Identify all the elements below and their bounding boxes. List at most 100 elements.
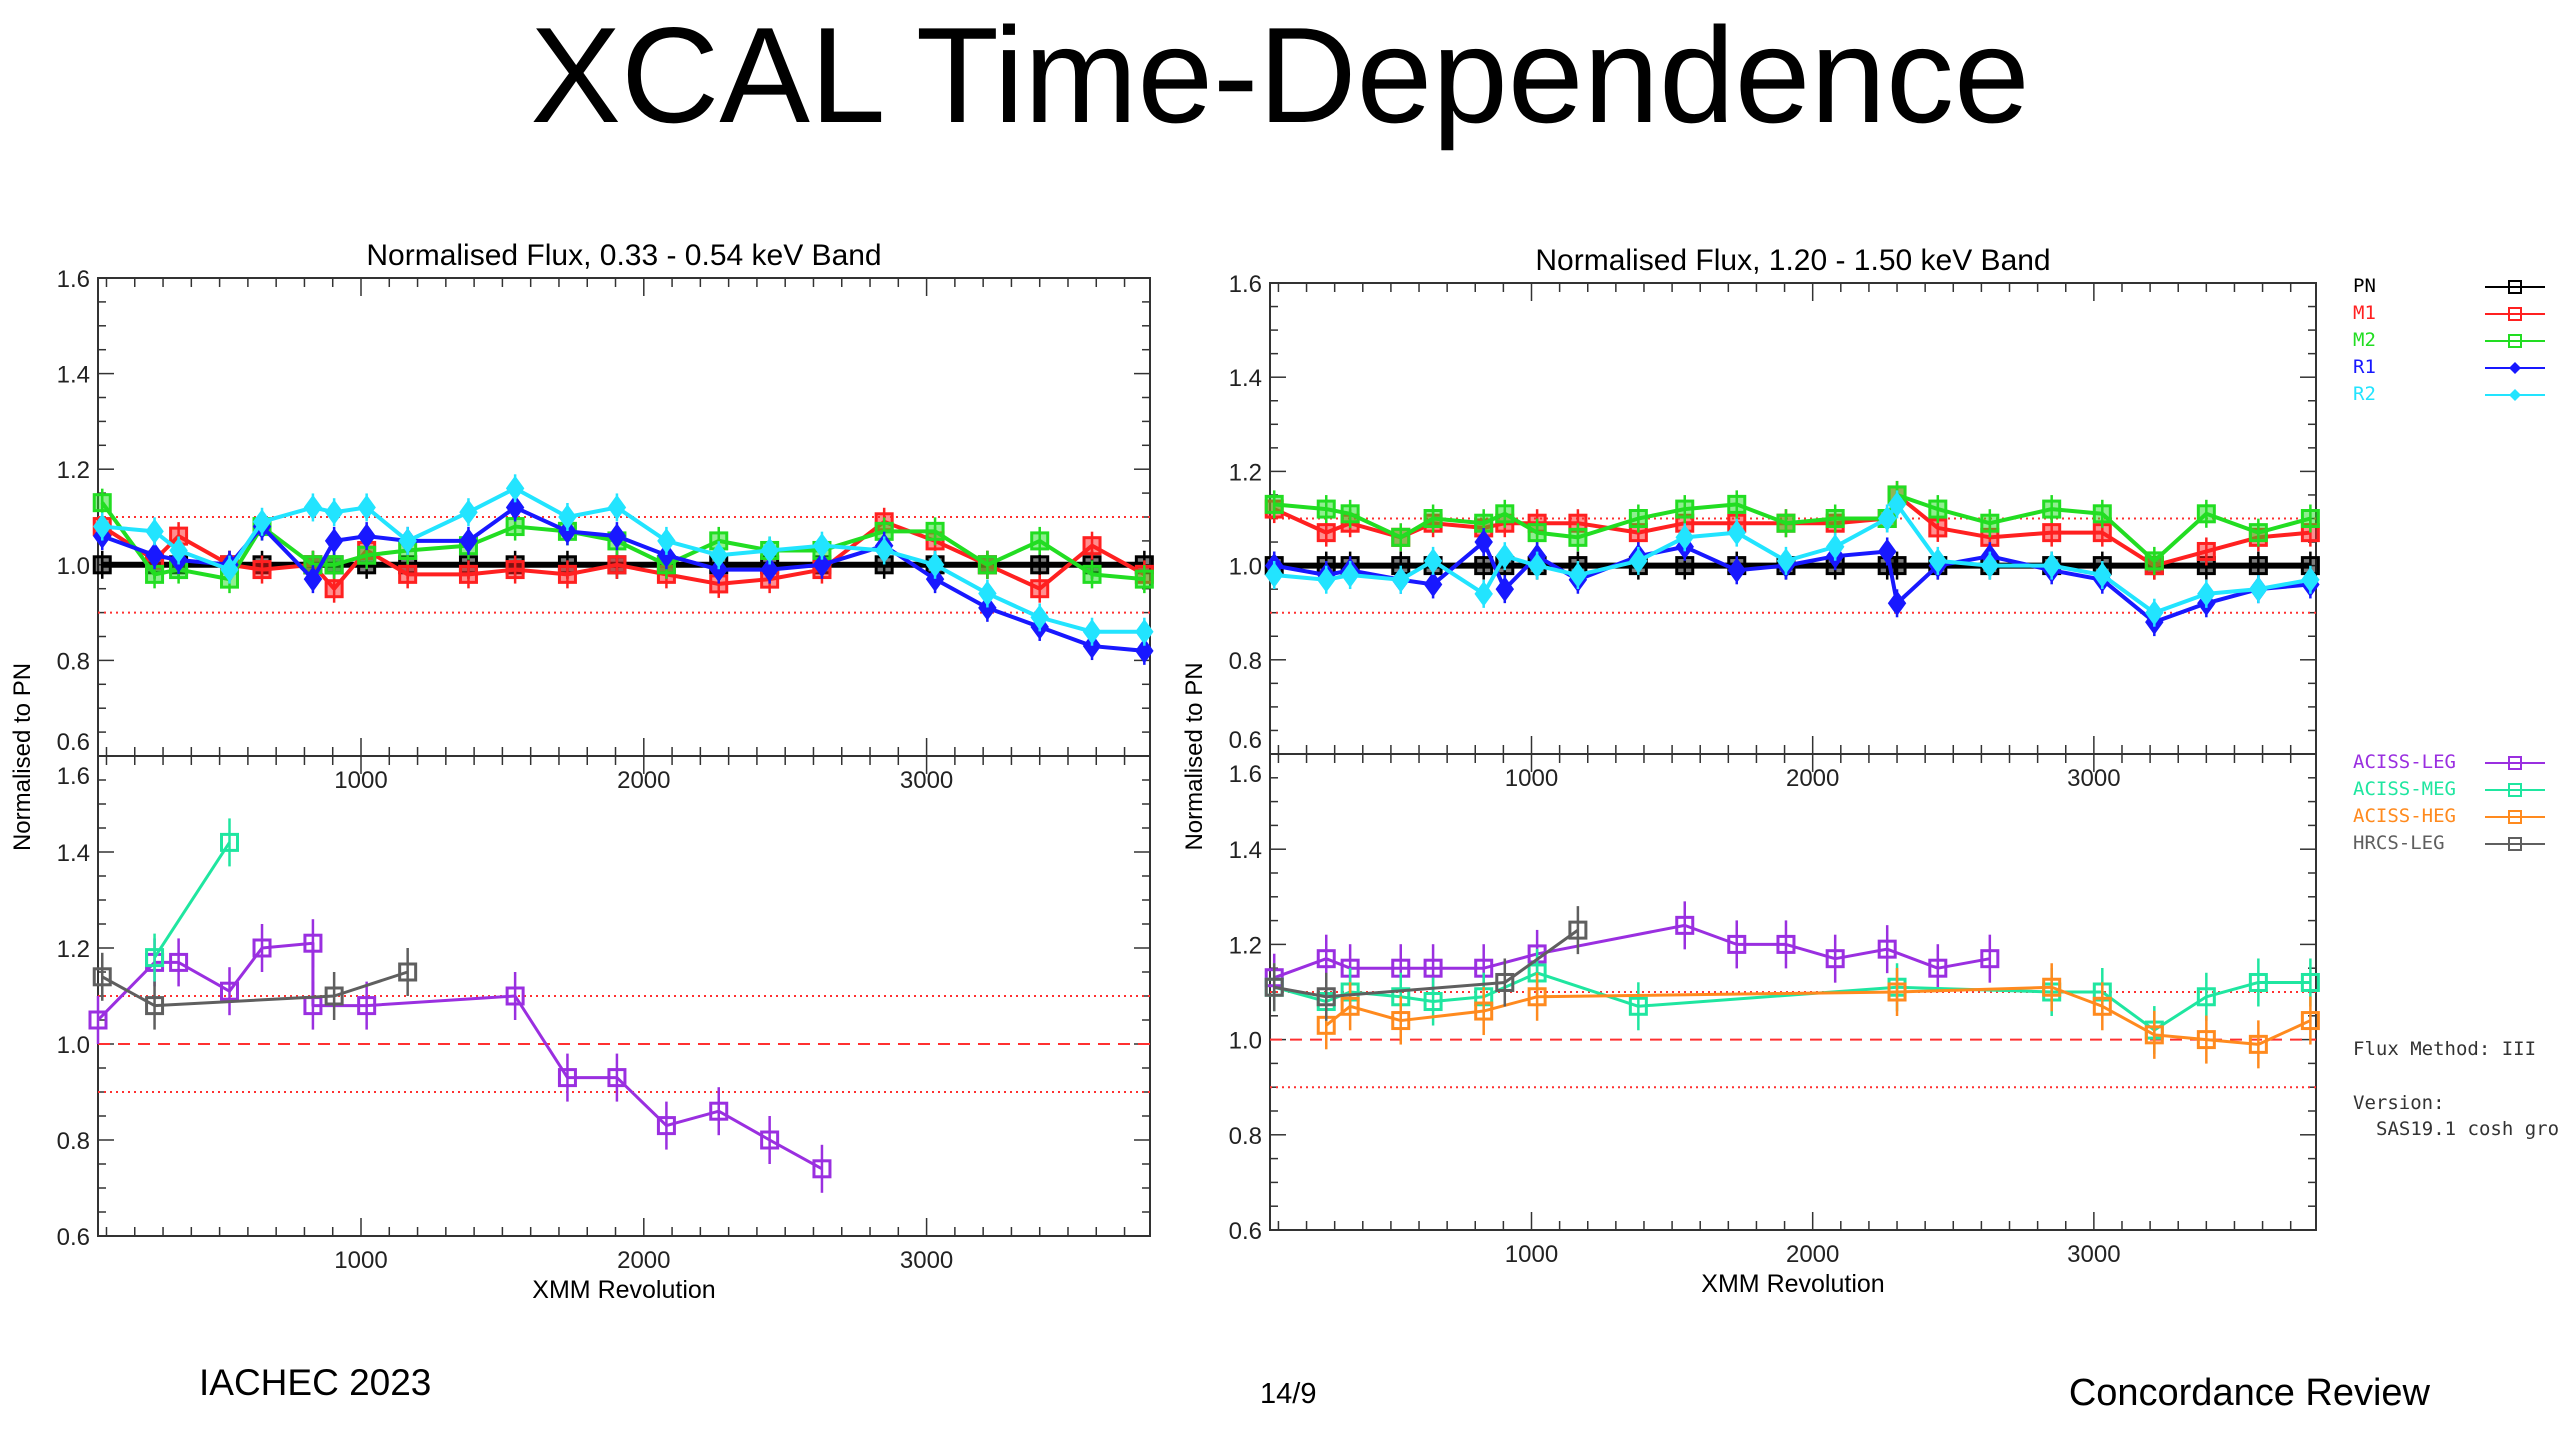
data-point xyxy=(1568,562,1588,588)
data-point xyxy=(398,528,417,554)
x-tick-label: 3000 xyxy=(2067,1241,2120,1268)
data-point xyxy=(324,528,344,554)
data-point xyxy=(92,493,112,513)
data-point xyxy=(2196,987,2216,1007)
data-point xyxy=(252,509,272,535)
data-point xyxy=(1030,604,1049,631)
legend-label-aciss-meg: ACISS-MEG xyxy=(2353,778,2456,800)
data-point xyxy=(1980,552,2000,579)
series-line xyxy=(96,941,823,1171)
data-point xyxy=(2300,509,2320,528)
data-point xyxy=(2144,1025,2164,1045)
data-point xyxy=(1928,548,1948,574)
y-tick-label: 1.2 xyxy=(57,457,90,484)
y-tick-label: 0.6 xyxy=(57,1224,90,1251)
data-point xyxy=(760,556,779,583)
data-point xyxy=(1423,509,1443,528)
data-point xyxy=(2248,1034,2268,1054)
data-point xyxy=(357,996,377,1016)
data-point xyxy=(1568,527,1588,547)
y-tick-label: 1.0 xyxy=(57,553,90,580)
data-point xyxy=(324,499,344,525)
data-point xyxy=(1776,934,1796,954)
data-point xyxy=(760,537,779,564)
series-line xyxy=(101,970,409,1008)
data-point xyxy=(812,1159,832,1179)
y-tick-label: 1.4 xyxy=(57,362,90,389)
y-axis-label: Normalised to PN xyxy=(9,663,36,851)
data-point xyxy=(1423,992,1443,1012)
y-tick-label: 1.4 xyxy=(1229,837,1262,864)
data-point xyxy=(1776,548,1796,574)
data-point xyxy=(1391,567,1410,593)
data-point xyxy=(252,560,272,580)
y-tick-label: 1.2 xyxy=(1229,459,1262,486)
data-point xyxy=(1030,555,1050,575)
data-point xyxy=(2300,972,2320,992)
series-hrcs-leg xyxy=(1264,906,1588,1021)
data-point xyxy=(1264,977,1284,997)
data-point xyxy=(978,595,997,621)
data-point xyxy=(1527,523,1547,543)
data-point xyxy=(1264,494,1284,514)
data-point xyxy=(1825,509,1845,528)
data-point xyxy=(1825,534,1845,560)
y-tick-label: 1.4 xyxy=(57,840,90,867)
data-point xyxy=(1727,494,1747,514)
data-point xyxy=(1675,499,1695,519)
data-point xyxy=(1316,523,1336,543)
data-point xyxy=(1495,972,1515,992)
data-point xyxy=(2249,576,2268,602)
data-point xyxy=(2092,996,2112,1016)
x-tick-label: 1000 xyxy=(1505,1241,1558,1268)
data-point xyxy=(1030,531,1050,551)
footer-conference: IACHEC 2023 xyxy=(199,1362,432,1403)
y-tick-label: 0.6 xyxy=(1229,1218,1262,1245)
data-point xyxy=(1474,581,1493,607)
data-point xyxy=(607,555,627,575)
data-point xyxy=(1082,536,1102,556)
data-point xyxy=(220,981,239,1001)
chart-title: Normalised Flux, 0.33 - 0.54 keV Band xyxy=(366,239,881,272)
chart-1: Normalised Flux, 0.33 - 0.54 keV Band Nor… xyxy=(9,239,1154,1304)
data-point xyxy=(1391,527,1411,547)
data-point xyxy=(557,1068,577,1088)
x-tick-label: 2000 xyxy=(1786,1241,1839,1268)
data-point xyxy=(324,986,344,1006)
version-label: Version: xyxy=(2353,1092,2445,1114)
y-tick-label: 1.0 xyxy=(1229,1028,1262,1055)
data-point xyxy=(1316,987,1336,1007)
data-point xyxy=(1727,557,1746,584)
legend-swatch-marker xyxy=(2508,280,2522,294)
data-point xyxy=(93,513,112,540)
data-point xyxy=(1474,556,1494,576)
data-point xyxy=(1340,504,1360,524)
data-point xyxy=(557,564,577,584)
legend-label-pn: PN xyxy=(2353,275,2376,297)
version-value: SAS19.1 cosh group xyxy=(2376,1118,2560,1140)
data-point xyxy=(2145,599,2164,626)
data-point xyxy=(1527,552,1547,579)
data-point xyxy=(1877,505,1897,532)
data-point xyxy=(925,521,945,541)
legend-swatch-marker xyxy=(2508,837,2522,851)
data-point xyxy=(657,542,676,568)
data-point xyxy=(220,832,239,852)
y-tick-label: 1.6 xyxy=(57,266,90,293)
data-point xyxy=(1135,619,1154,645)
data-point xyxy=(2042,523,2062,543)
legend-label-aciss-heg: ACISS-HEG xyxy=(2353,805,2456,827)
y-axis-label: Normalised to PN xyxy=(1181,662,1208,850)
data-point xyxy=(145,542,164,568)
data-point xyxy=(2196,504,2216,524)
data-point xyxy=(1887,982,1907,1002)
y-tick-label: 1.6 xyxy=(1229,271,1262,298)
data-point xyxy=(2092,504,2112,524)
x-axis-label: XMM Revolution xyxy=(1701,1270,1884,1298)
data-point xyxy=(459,528,478,554)
data-point xyxy=(977,555,997,575)
data-point xyxy=(2042,977,2062,997)
series-r1 xyxy=(1264,528,2320,637)
data-point xyxy=(978,580,997,607)
